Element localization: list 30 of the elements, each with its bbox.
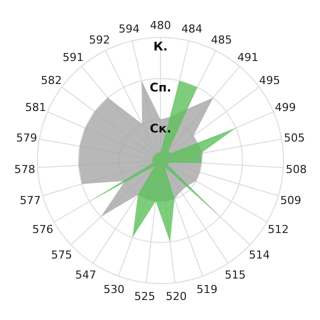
- spoke-label: 484: [181, 22, 202, 36]
- spoke-label: 530: [103, 282, 124, 296]
- spoke-label: 515: [224, 268, 246, 282]
- spoke-label: 576: [32, 223, 54, 236]
- spoke-label: 505: [284, 131, 305, 144]
- spoke-label: 594: [118, 22, 140, 36]
- spoke-label: 591: [62, 50, 84, 64]
- y-tick-label: Ск.: [150, 122, 172, 136]
- spoke-label: 485: [211, 33, 232, 46]
- spoke-label: 582: [40, 74, 62, 87]
- spoke-label: 579: [16, 131, 38, 144]
- spoke-label: 491: [237, 50, 258, 64]
- y-tick-label: К.: [153, 40, 168, 54]
- spoke-label: 508: [286, 162, 307, 176]
- spoke-label: 592: [88, 33, 110, 46]
- y-tick-label: Сп.: [150, 80, 172, 94]
- spoke-label: 520: [166, 290, 187, 304]
- spoke-label: 514: [248, 248, 270, 262]
- spoke-label: 480: [150, 19, 171, 32]
- spoke-label: 547: [75, 268, 96, 282]
- spoke-label: 577: [20, 194, 41, 208]
- spoke-label: 581: [25, 101, 46, 114]
- spoke-label: 499: [274, 101, 296, 114]
- spoke-label: 575: [51, 248, 72, 262]
- spoke-label: 519: [196, 282, 218, 296]
- spoke-label: 495: [259, 74, 280, 87]
- spoke-label: 525: [134, 290, 156, 304]
- spoke-label: 509: [280, 194, 302, 208]
- spoke-label: 512: [268, 223, 289, 236]
- spoke-label: 578: [14, 162, 36, 176]
